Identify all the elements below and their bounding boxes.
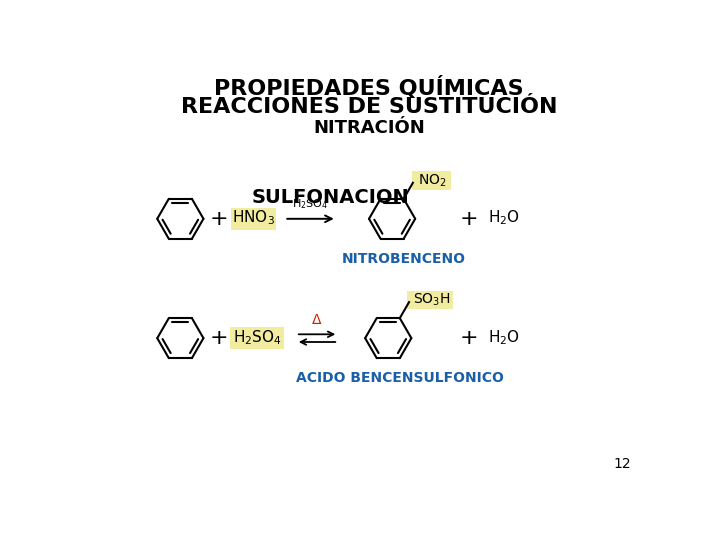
Text: H$_2$O: H$_2$O <box>487 208 520 227</box>
Text: NO$_2$: NO$_2$ <box>418 172 446 188</box>
Text: +: + <box>460 209 478 229</box>
Text: H$_2$O: H$_2$O <box>487 328 520 347</box>
Text: NITROBENCENO: NITROBENCENO <box>342 252 466 266</box>
Text: NITRACIÓN: NITRACIÓN <box>313 119 425 137</box>
Text: SULFONACION: SULFONACION <box>251 188 410 207</box>
FancyBboxPatch shape <box>230 327 284 349</box>
Text: +: + <box>460 328 478 348</box>
FancyBboxPatch shape <box>407 291 453 309</box>
FancyBboxPatch shape <box>231 208 276 230</box>
Text: +: + <box>210 209 228 229</box>
Text: H$_2$SO$_4$: H$_2$SO$_4$ <box>233 328 282 347</box>
Text: PROPIEDADES QUÍMICAS: PROPIEDADES QUÍMICAS <box>214 76 524 99</box>
Text: ACIDO BENCENSULFONICO: ACIDO BENCENSULFONICO <box>296 371 504 385</box>
Text: H$_2$SO$_4$: H$_2$SO$_4$ <box>292 197 328 211</box>
Text: 12: 12 <box>613 457 631 471</box>
Text: +: + <box>210 328 228 348</box>
Text: HNO$_3$: HNO$_3$ <box>232 208 275 227</box>
FancyBboxPatch shape <box>412 171 451 190</box>
Text: SO$_3$H: SO$_3$H <box>413 292 450 308</box>
Text: $\Delta$: $\Delta$ <box>311 313 323 327</box>
Text: REACCIONES DE SUSTITUCIÓN: REACCIONES DE SUSTITUCIÓN <box>181 97 557 117</box>
